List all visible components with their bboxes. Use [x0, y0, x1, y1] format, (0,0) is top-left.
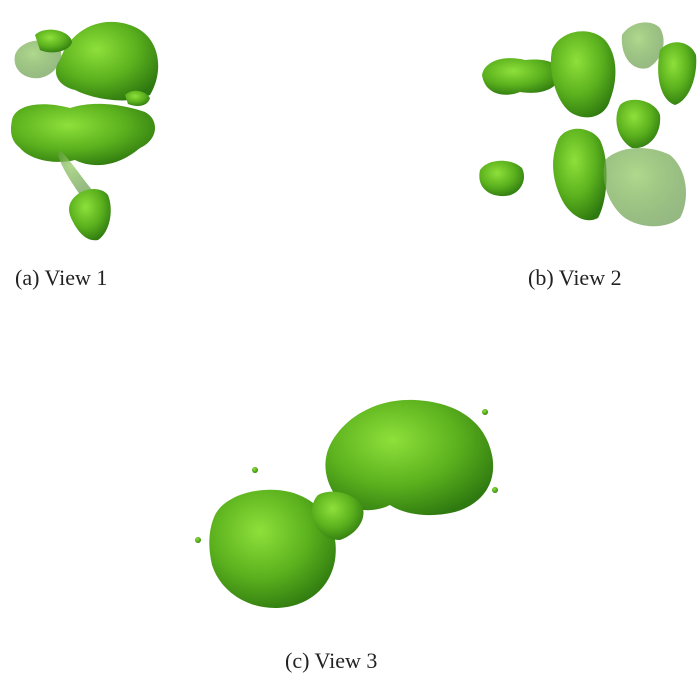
- caption: (a) View 1: [15, 265, 107, 291]
- figure: (a) View 1 (b) View 2 (c) View 3: [0, 0, 699, 679]
- view-2-rendering: [479, 22, 696, 226]
- caption: (b) View 2: [528, 265, 622, 291]
- renderings: [0, 0, 699, 679]
- view-1-rendering: [11, 22, 158, 240]
- caption: (c) View 3: [285, 648, 377, 674]
- view-3-rendering: [195, 400, 498, 608]
